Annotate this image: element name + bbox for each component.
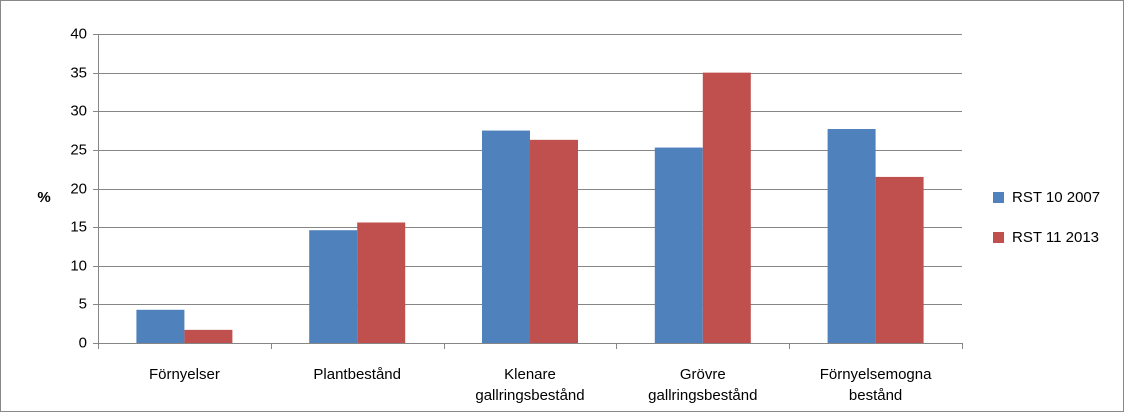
y-tick-label: 40: [70, 25, 87, 42]
bar-0: [482, 130, 530, 343]
legend: RST 10 2007 RST 11 2013: [993, 189, 1100, 246]
bar-0: [136, 309, 185, 343]
y-tick-label: 30: [70, 102, 87, 119]
bar-1: [530, 139, 578, 343]
bar-1: [875, 176, 924, 343]
y-tick-label: 15: [70, 218, 87, 235]
y-tick-label: 35: [70, 64, 87, 81]
bar-1: [702, 72, 751, 343]
bar-0: [309, 230, 358, 343]
y-tick-label: 5: [79, 295, 87, 312]
bar-0: [827, 129, 876, 343]
bar-0: [654, 147, 703, 343]
y-axis-label: %: [37, 189, 50, 206]
x-category-label: Förnyelser: [149, 366, 220, 383]
x-category-label: Förnyelsemogna: [820, 366, 932, 383]
legend-swatch: [993, 232, 1004, 243]
x-category-label: Klenare: [504, 366, 556, 383]
x-category-label: Grövre: [680, 366, 726, 383]
bar-1: [357, 222, 406, 343]
bars: [136, 72, 924, 343]
y-tick-label: 0: [79, 334, 87, 351]
y-tick-label: 20: [70, 180, 87, 197]
legend-label: RST 11 2013: [1012, 229, 1099, 246]
axes: 0 5 10 15 20 25 30 35 40 Förnyelser Plantbestånd Kl…: [70, 25, 963, 404]
x-category-label: Plantbestånd: [313, 366, 401, 383]
bar-1: [184, 329, 233, 343]
y-tick-label: 25: [70, 141, 87, 158]
legend-swatch: [993, 192, 1004, 203]
y-tick-label: 10: [70, 257, 87, 274]
x-category-label: bestånd: [849, 387, 902, 404]
x-category-label: gallringsbestånd: [475, 387, 584, 404]
x-category-label: gallringsbestånd: [648, 387, 757, 404]
legend-label: RST 10 2007: [1012, 189, 1100, 206]
